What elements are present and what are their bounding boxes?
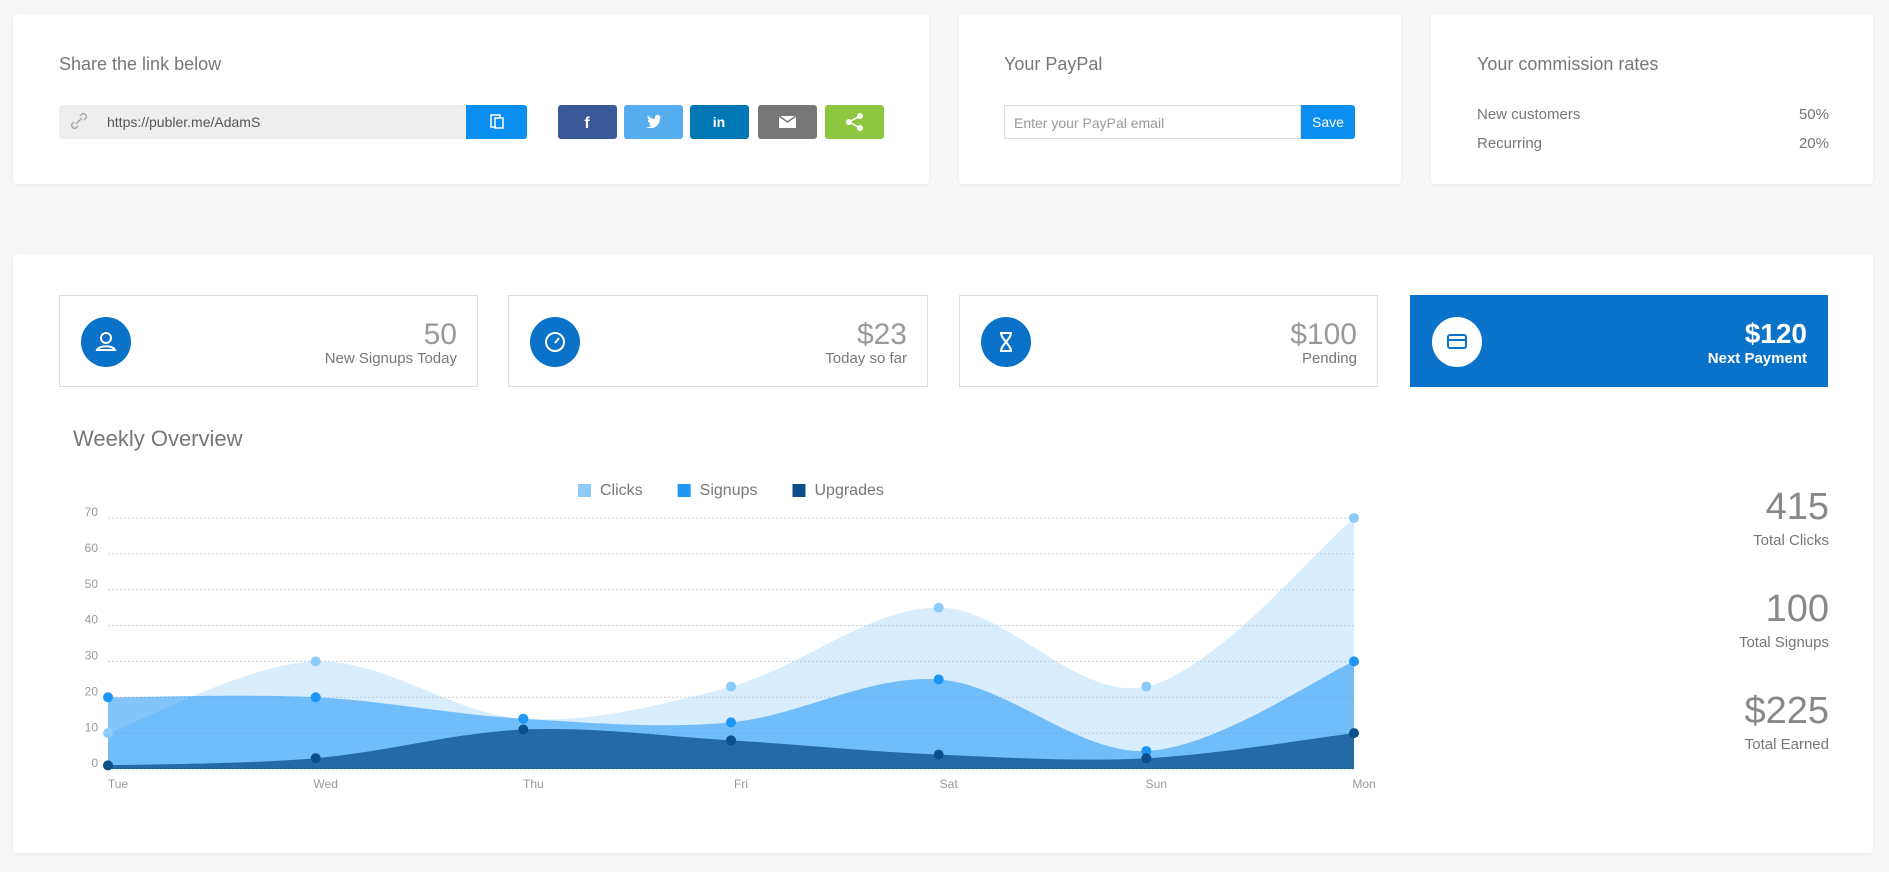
point [1141,746,1152,757]
point [1141,681,1152,692]
rate-value: 50% [1798,106,1829,123]
stat-label: New Signups Today [324,350,457,367]
copy-icon [490,114,504,129]
card-title: Your commission rates [1477,54,1659,74]
placeholder: Enter your PayPal email [1014,115,1165,131]
area [108,728,1354,769]
save-button[interactable]: Save [1301,105,1355,139]
paypal-card: Your PayPal Enter your PayPal email Save [959,14,1401,184]
point [518,724,529,735]
stat-box: 50 New Signups Today [59,295,478,387]
x-tick-label: Tue [108,777,129,791]
stat-value: $23 [856,318,907,351]
x-tick-label: Sat [940,777,959,791]
point [1349,728,1359,739]
stat-box: $23 Today so far [508,295,928,387]
y-tick-label: 0 [91,756,98,770]
point [726,717,736,728]
point [103,692,113,703]
rate-label: New customers [1477,106,1581,123]
card-title: Share the link below [59,54,222,74]
point [310,656,321,667]
y-tick-label: 60 [85,541,99,555]
legend-swatch [677,484,691,497]
share-card: Share the link below https://publer.me/A… [13,14,929,184]
stat-value: $100 [1290,318,1357,351]
chart: Weekly Overview 0 10 20 30 40 50 60 70 Tue Wed Thu… [73,426,1376,791]
point [103,728,113,739]
point [933,749,944,760]
stat-label: Pending [1301,350,1357,367]
stat-label: Next Payment [1707,350,1807,367]
rate-value: 20% [1798,135,1829,152]
x-tick-label: Thu [523,777,544,791]
rate-label: Recurring [1477,135,1543,152]
facebook-button[interactable]: f [558,105,617,139]
total-value: 100 [1765,588,1829,630]
y-tick-label: 70 [85,505,99,519]
share-button[interactable] [825,105,884,139]
total-value: $225 [1744,690,1829,732]
point [1349,513,1359,523]
point [310,692,321,703]
legend-swatch [578,484,591,497]
link-input[interactable]: https://publer.me/AdamS [59,105,466,139]
point [726,735,736,746]
stat-value: 50 [423,318,457,351]
total-label: Total Signups [1738,634,1829,651]
x-tick-label: Fri [734,777,748,791]
link-icon [70,112,88,130]
stat-box: $100 Pending [959,295,1378,387]
total-label: Total Earned [1744,736,1829,753]
point [1141,753,1152,764]
x-tick-label: Mon [1352,777,1375,791]
legend-swatch [792,484,806,497]
svg-text:in: in [713,114,725,130]
point [726,681,736,692]
legend-label: Clicks [600,482,643,499]
svg-text:f: f [584,115,590,132]
paypal-input[interactable]: Enter your PayPal email [1004,105,1301,139]
stat-box-highlight: $120 Next Payment [1410,295,1828,387]
stat-value: $120 [1744,318,1807,349]
legend-label: Upgrades [815,482,884,499]
twitter-button[interactable] [624,105,683,139]
point [518,713,529,724]
point [1349,656,1359,667]
area [108,661,1354,769]
y-tick-label: 50 [85,577,99,591]
y-tick-label: 30 [85,649,99,663]
x-tick-label: Sun [1146,777,1167,791]
copy-button[interactable] [466,105,527,139]
email-button[interactable] [758,105,817,139]
point [933,602,944,613]
legend-label: Signups [700,482,758,499]
point [103,760,113,771]
commission-card: Your commission rates New customers 50% … [1431,14,1873,184]
stat-label: Today so far [825,350,907,367]
x-tick-label: Wed [313,777,337,791]
linkedin-button[interactable]: in [690,105,749,139]
card-title: Your PayPal [1004,54,1103,74]
area [108,518,1354,769]
total-value: 415 [1765,486,1829,528]
y-tick-label: 10 [85,720,99,734]
point [310,753,321,764]
link-url: https://publer.me/AdamS [107,114,261,130]
y-tick-label: 20 [85,684,99,698]
total-label: Total Clicks [1753,532,1829,549]
point [933,674,944,685]
y-tick-label: 40 [85,613,99,627]
chart-title: Weekly Overview [73,426,243,451]
